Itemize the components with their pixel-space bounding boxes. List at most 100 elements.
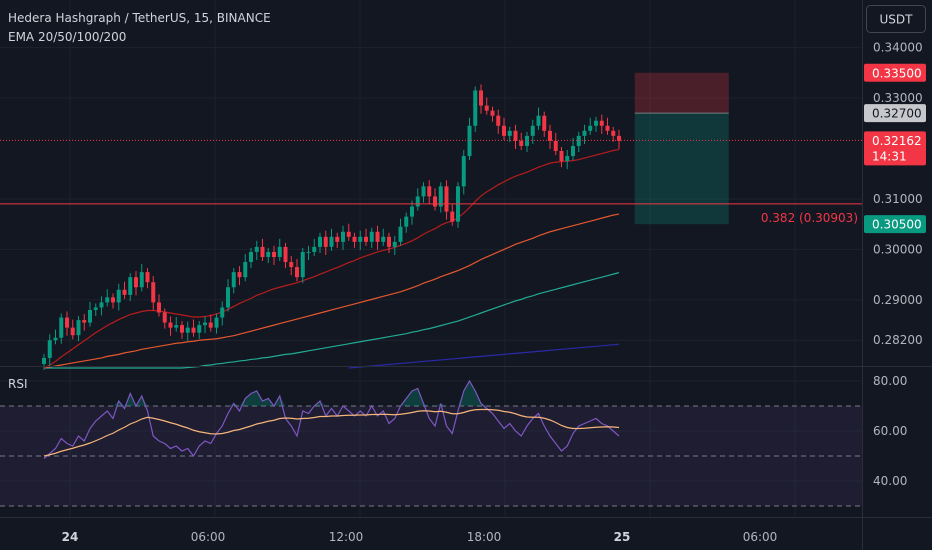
time-axis-tick-label: 25 [614, 530, 631, 544]
candle-body [358, 236, 363, 242]
candle-body [208, 322, 213, 328]
candle-body [99, 302, 104, 308]
currency-button[interactable]: USDT [866, 5, 926, 33]
time-axis-tick-label: 18:00 [467, 530, 502, 544]
candle-body [306, 251, 311, 253]
currency-button-frame[interactable] [866, 5, 926, 33]
ema50-line [43, 213, 620, 369]
candle-body [65, 317, 69, 328]
candle-body [157, 302, 161, 313]
candle-body [318, 236, 322, 247]
price-tag-box [864, 215, 926, 234]
candle-body [116, 289, 121, 303]
candle-body [134, 277, 138, 288]
candle-body [559, 151, 564, 162]
candle-body [180, 325, 184, 333]
fib-level-label: 0.382 (0.30903) [761, 211, 858, 225]
ema20-line [43, 148, 620, 369]
candle-body [473, 90, 478, 126]
short-position-tool[interactable] [634, 72, 729, 225]
candle-body [427, 186, 432, 197]
candle-body [266, 251, 271, 257]
candle-body [605, 125, 610, 131]
stop-loss-zone[interactable] [634, 72, 729, 114]
candle-body [530, 125, 535, 136]
candle-body [151, 282, 156, 303]
candle-body [329, 236, 334, 247]
candle-body [300, 251, 305, 278]
candle-body [122, 289, 127, 295]
candle-body [312, 246, 317, 252]
rsi-pane [0, 379, 862, 507]
candle-body [341, 231, 345, 242]
candle-body [507, 130, 512, 136]
candle-body [226, 287, 230, 308]
candle-body [375, 231, 380, 242]
rsi-overbought-fill [440, 403, 447, 406]
candle-body [254, 246, 259, 252]
candle-body [249, 251, 253, 263]
price-tag-label: 0.32700 [872, 107, 922, 121]
candle-body [105, 297, 110, 303]
rsi-overbought-fill [435, 403, 441, 406]
candle-body [289, 262, 294, 268]
currency-button-label[interactable]: USDT [880, 13, 914, 27]
price-axis-tick-label: 0.30000 [873, 242, 923, 256]
candle-body [594, 120, 598, 126]
candle-body [461, 156, 466, 187]
price-axis-tick-label: 0.29000 [873, 293, 923, 307]
time-axis[interactable]: 24 06:00 12:00 18:00 25 06:00 [62, 530, 778, 544]
candle-body [47, 340, 52, 358]
candle-body [162, 312, 167, 323]
candle-body [231, 272, 236, 288]
candle-body [571, 145, 575, 157]
chart-title: Hedera Hashgraph / TetherUS, 15, BINANCE [8, 11, 271, 25]
candle-body [599, 120, 604, 126]
candle-body [283, 246, 288, 263]
price-axis-tick-label: 0.34000 [873, 41, 923, 55]
rsi-label[interactable]: RSI [8, 377, 28, 391]
candle-body [513, 130, 518, 141]
candle-body [272, 251, 276, 257]
candle-body [203, 322, 207, 326]
candle-body [335, 236, 340, 242]
ema100-line [44, 272, 620, 369]
time-axis-tick-label: 24 [62, 530, 79, 544]
candle-body [53, 337, 58, 341]
candle-body [197, 325, 202, 333]
rsi-overbought-fill [245, 393, 251, 406]
candle-body [346, 231, 351, 237]
rsi-overbought-fill [463, 381, 470, 406]
candle-body [392, 241, 397, 247]
candle-body [433, 196, 437, 207]
rsi-axis-tick-label: 60.00 [873, 424, 907, 438]
rsi-overbought-fill [406, 391, 412, 406]
time-axis-tick-label: 06:00 [191, 530, 226, 544]
candle-body [364, 236, 368, 242]
candle-body [145, 272, 150, 283]
rsi-axis[interactable]: 80.00 60.00 40.00 [873, 374, 907, 488]
rsi-band-fill [0, 406, 862, 506]
rsi-overbought-fill [256, 391, 263, 406]
candle-body [553, 140, 558, 152]
candle-body [295, 267, 299, 278]
candle-body [525, 135, 529, 146]
candlesticks [42, 84, 621, 371]
indicator-legend[interactable]: EMA 20/50/100/200 [8, 30, 126, 44]
candle-body [502, 125, 506, 136]
candle-body [444, 186, 449, 212]
candle-body [168, 322, 173, 328]
price-axis[interactable]: 0.34000 0.33000 0.31000 0.30000 0.29000 0.282… [873, 41, 923, 348]
take-profit-zone[interactable] [634, 113, 729, 225]
candle-body [70, 327, 75, 336]
candle-body [617, 135, 621, 141]
price-levels: 0.382 (0.30903) [0, 139, 862, 225]
price-tag-box [864, 131, 926, 166]
candle-body [352, 236, 357, 242]
candle-body [565, 156, 570, 162]
price-tag-label: 0.32162 [872, 134, 922, 148]
candle-body [548, 130, 552, 141]
